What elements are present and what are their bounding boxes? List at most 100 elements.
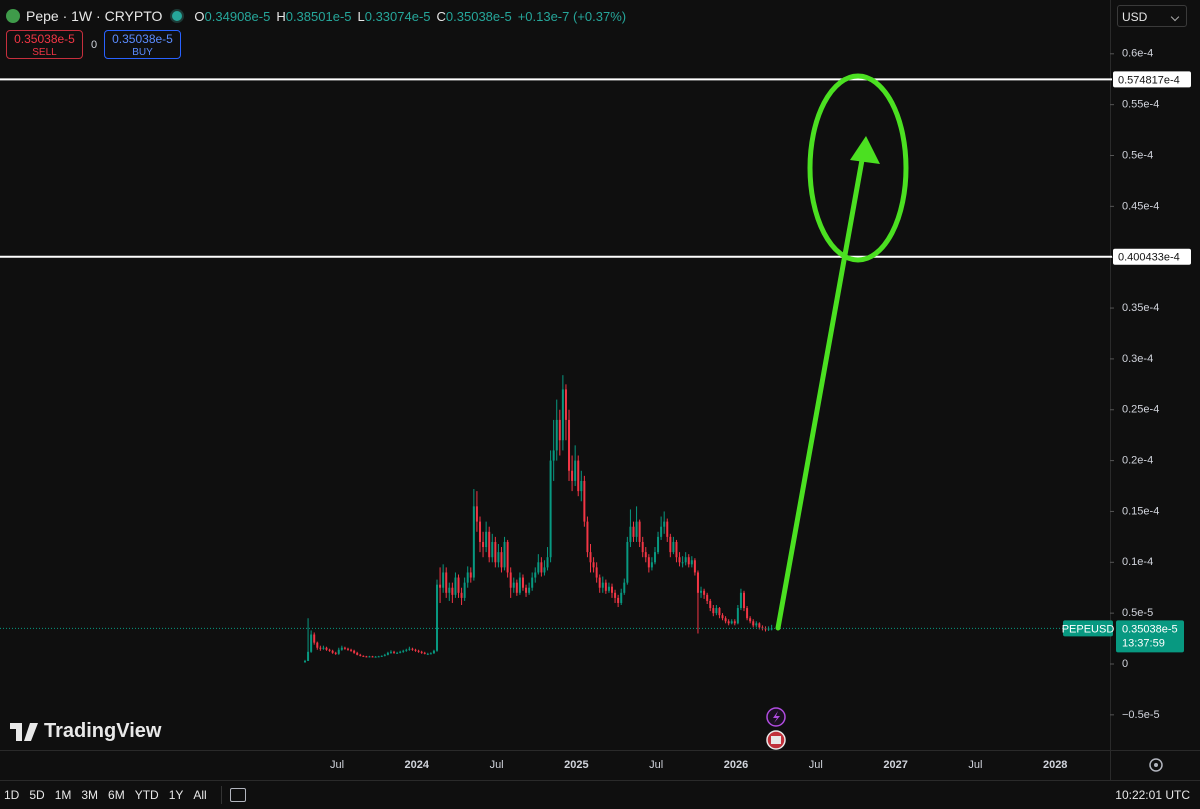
candle-body [497,552,500,563]
symbol-name[interactable]: Pepe · 1W · CRYPTO [26,8,163,24]
candle-body [653,552,656,563]
annotation-arrowhead [850,136,880,164]
y-tick-label: 0.6e-4 [1122,48,1153,60]
candle-body [439,584,442,588]
candle-body [611,586,613,593]
x-tick-label: Jul [968,759,982,771]
range-button[interactable]: YTD [134,788,159,802]
candle-body [436,584,439,651]
candle-body [678,557,681,563]
range-button[interactable]: 6M [108,788,125,802]
candle-body [515,582,518,593]
candle-body [365,656,368,658]
candle-body [552,450,555,461]
candle-body [703,590,706,595]
range-button[interactable]: 1D [4,788,20,802]
x-tick-label: 2028 [1043,759,1067,771]
candle-body [632,526,635,537]
candle-body [555,419,558,451]
goto-date-button[interactable] [229,788,246,802]
candle-body [322,647,325,649]
candle-body [377,656,380,658]
candle-body [657,536,660,553]
candle-body [543,567,546,573]
sell-button[interactable]: 0.35038e-5 SELL [6,30,83,59]
candle-body [451,587,454,595]
range-button[interactable]: All [193,788,207,802]
brand: TradingView [10,720,161,743]
candle-body [626,541,629,583]
y-tick-label: 0.5e-5 [1122,607,1153,619]
range-button[interactable]: 3M [81,788,99,802]
y-tick-label: 0.2e-4 [1122,455,1153,467]
candle-body [749,618,752,622]
candle-body [746,608,749,619]
symbol-header: Pepe · 1W · CRYPTO O 0.34908e-5 H 0.38501e-… [6,6,626,26]
candle-body [432,650,435,654]
candle-body [491,541,494,558]
candle-body [558,419,561,441]
market-status [170,9,185,23]
candle-body [472,506,475,578]
candle-body [389,651,392,653]
candle-body [650,562,653,568]
range-button[interactable]: 1Y [168,788,184,802]
candle-body [537,562,540,573]
candle-body [644,552,647,558]
candle-body [350,649,353,651]
ohlc-value: 0.35038e-5 [445,8,512,24]
candle-body [577,460,580,492]
candle-body [586,521,589,553]
candle-body [414,649,417,651]
candle-body [601,582,604,588]
candle-body [328,649,331,651]
candle-body [687,557,690,565]
candle-body [331,650,334,653]
candle-body [518,577,521,593]
candle-body [755,623,758,626]
candle-body [623,582,626,593]
last-price-tag [1116,620,1184,653]
bottom-toolbar: 1D 5D 1M 3M 6M YTD 1Y All 10:22:01 UTC [0,780,1200,809]
clock[interactable]: 10:22:01 UTC [1115,788,1190,802]
candle-body [598,577,601,588]
y-tick-label: 0.55e-4 [1122,99,1159,111]
symbol-icon [6,9,20,23]
candle-body [337,649,340,654]
candle-body [343,647,346,649]
range-button[interactable]: 1M [54,788,72,802]
ohlc-value: 0.33074e-5 [364,8,431,24]
candle-body [334,652,337,654]
y-tick-label: 0.35e-4 [1122,302,1159,314]
candle-body [614,592,617,598]
candle-body [512,582,515,588]
candle-body [362,655,365,657]
ohlc-key: C [436,8,446,24]
x-tick-label: Jul [330,759,344,771]
last-price-label: 0.35038e-5 [1122,623,1178,635]
horizontal-line-label: 0.400433e-4 [1118,252,1180,264]
brand-logo [10,722,38,741]
candle-body [356,652,359,655]
x-tick-label: 2027 [883,759,907,771]
candle-body [525,587,528,593]
candle-body [353,650,356,653]
candle-body [442,572,445,588]
candle-body [592,562,595,568]
candle-body [564,389,567,420]
currency-select[interactable]: USD [1117,5,1187,27]
candle-body [724,618,727,622]
candle-body [346,648,349,650]
candle-body [411,648,414,650]
candle-body [482,541,485,548]
candle-body [521,577,524,588]
candle-body [469,572,472,578]
candle-body [310,634,313,652]
settings-button[interactable] [1149,758,1163,772]
candle-body [503,541,506,568]
x-tick-label: 2026 [724,759,748,771]
buy-button[interactable]: 0.35038e-5 BUY [104,30,181,59]
range-button[interactable]: 5D [29,788,45,802]
candle-body [752,621,755,626]
brand-name: TradingView [44,720,162,742]
